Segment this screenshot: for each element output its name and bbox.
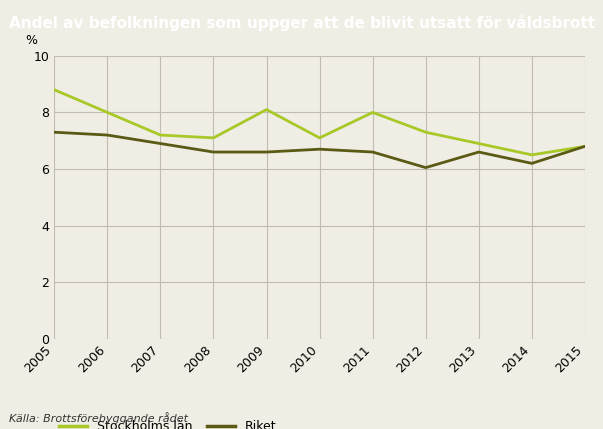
Text: Källa: Brottsförebyggande rådet: Källa: Brottsförebyggande rådet [9, 412, 188, 424]
Stockholms län [104, 110, 111, 115]
Riket [528, 161, 535, 166]
Riket [157, 141, 164, 146]
Stockholms län [422, 130, 429, 135]
Riket [369, 149, 376, 154]
Text: %: % [25, 34, 37, 47]
Stockholms län [210, 135, 217, 140]
Stockholms län [369, 110, 376, 115]
Riket [422, 165, 429, 170]
Stockholms län [528, 152, 535, 157]
Stockholms län [316, 135, 323, 140]
Stockholms län [581, 144, 589, 149]
Riket [316, 147, 323, 152]
Legend: Stockholms län, Riket: Stockholms län, Riket [54, 415, 282, 429]
Stockholms län [475, 141, 482, 146]
Line: Riket: Riket [54, 132, 585, 168]
Riket [475, 149, 482, 154]
Text: Andel av befolkningen som uppger att de blivit utsatt för våldsbrott: Andel av befolkningen som uppger att de … [9, 14, 595, 31]
Stockholms län [51, 87, 58, 92]
Riket [581, 144, 589, 149]
Stockholms län [157, 133, 164, 138]
Line: Stockholms län: Stockholms län [54, 90, 585, 155]
Riket [51, 130, 58, 135]
Stockholms län [263, 107, 270, 112]
Riket [263, 149, 270, 154]
Riket [104, 133, 111, 138]
Riket [210, 149, 217, 154]
